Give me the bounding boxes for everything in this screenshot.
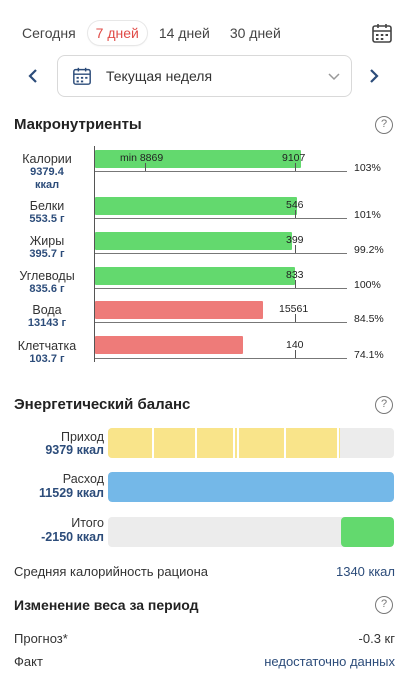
macro-baseline-fiber [95,358,347,359]
macro-norm-fiber: 140 [286,339,304,351]
macro-name-protein: Белки [29,199,65,213]
energy-segment-divider [337,428,339,458]
macro-baseline-fat [95,253,347,254]
macro-bar-carbs [95,267,295,285]
tab-14-days[interactable]: 14 дней [158,25,210,41]
macro-norm-tick-carbs [295,280,296,289]
macro-value-water: 13143 г [27,317,67,329]
energy-value-expense: 11529 ккал [39,486,104,500]
macro-norm-protein: 546 [286,199,304,211]
macro-name-fat: Жиры [29,234,65,248]
energy-bar-expense [108,472,394,502]
macro-norm-tick-fat [295,245,296,254]
macro-norm-tick-fiber [295,350,296,359]
macro-value-carbs: 835.6 г [29,283,65,295]
period-dropdown[interactable]: Текущая неделя [57,55,352,97]
macro-value-calories: 9379.4 [30,166,64,178]
macros-axis [94,146,95,362]
macro-bar-fiber [95,336,243,354]
energy-name-expense: Расход [62,472,104,486]
period-label: Текущая неделя [106,68,213,84]
weight-fact-label: Факт [14,654,43,669]
energy-segment-divider [152,428,154,458]
energy-bar-total [341,517,394,547]
macro-value-protein: 553.5 г [29,213,65,225]
weight-fact-row: Факт недостаточно данных [14,654,395,669]
macro-norm-tick-calories [295,163,296,172]
calendar-icon [73,67,91,85]
avg-calories-value: 1340 ккал [335,564,395,579]
macro-baseline-protein [95,218,347,219]
macro-name-carbs: Углеводы [19,269,75,283]
energy-bar-intake [108,428,340,458]
weight-forecast-label: Прогноз* [14,631,68,646]
macro-bar-fat [95,232,292,250]
macro-norm-carbs: 833 [286,269,304,281]
period-selector-row: Текущая неделя [14,55,395,97]
macro-norm-tick-protein [295,210,296,219]
weight-forecast-row: Прогноз* -0.3 кг [14,631,395,646]
weight-forecast-value: -0.3 кг [358,631,395,646]
period-tabs: Сегодня 7 дней 14 дней 30 дней [14,18,395,48]
weight-fact-value: недостаточно данных [264,654,395,669]
macro-percent-water: 84.5% [354,313,384,325]
energy-name-total: Итого [71,516,104,530]
weight-help-icon[interactable]: ? [375,596,393,614]
macros-title: Макронутриенты [14,116,142,133]
energy-track-intake [108,428,394,458]
energy-track-total [108,517,394,547]
macro-percent-protein: 101% [354,209,381,221]
energy-segment-divider [237,428,239,458]
energy-name-intake: Приход [61,430,104,444]
macro-unit-calories: ккал [34,179,60,191]
macro-value-fat: 395.7 г [29,248,65,260]
energy-segment-divider [233,428,235,458]
tab-today[interactable]: Сегодня [22,25,76,41]
macro-min-label: min 8869 [120,152,164,164]
macro-value-fiber: 103.7 г [29,353,65,365]
macro-bar-calories [95,150,301,168]
macro-name-calories: Калории [22,152,72,166]
energy-title: Энергетический баланс [14,396,191,413]
macro-norm-tick-water [295,314,296,323]
macro-norm-water: 15561 [279,303,309,315]
chevron-right-icon[interactable] [363,65,385,87]
macro-bar-water [95,301,263,319]
energy-track-expense [108,472,394,502]
macro-norm-fat: 399 [286,234,304,246]
macros-help-icon[interactable]: ? [375,116,393,134]
avg-calories-row: Средняя калорийность рациона 1340 ккал [14,564,395,579]
weight-title: Изменение веса за период [14,597,199,613]
macro-percent-carbs: 100% [354,279,381,291]
avg-calories-label: Средняя калорийность рациона [14,564,208,579]
energy-segment-divider [284,428,286,458]
calendar-icon[interactable] [371,22,393,44]
tab-30-days[interactable]: 30 дней [229,25,281,41]
macro-baseline-water [95,322,347,323]
energy-value-total: -2150 ккал [41,530,104,544]
chevron-left-icon[interactable] [22,65,44,87]
macro-name-fiber: Клетчатка [17,339,77,353]
macro-baseline-carbs [95,288,347,289]
macro-norm-calories: 9107 [282,152,306,164]
macro-min-tick [145,163,146,171]
macro-name-water: Вода [32,303,62,317]
macro-bar-protein [95,197,297,215]
macro-percent-fat: 99.2% [354,244,384,256]
energy-segment-divider [195,428,197,458]
chevron-down-icon [328,73,340,81]
energy-value-intake: 9379 ккал [45,443,104,457]
macro-percent-calories: 103% [354,162,381,174]
energy-help-icon[interactable]: ? [375,396,393,414]
tab-7-days[interactable]: 7 дней [87,21,147,45]
macro-percent-fiber: 74.1% [354,349,384,361]
macro-baseline-calories [95,171,347,172]
